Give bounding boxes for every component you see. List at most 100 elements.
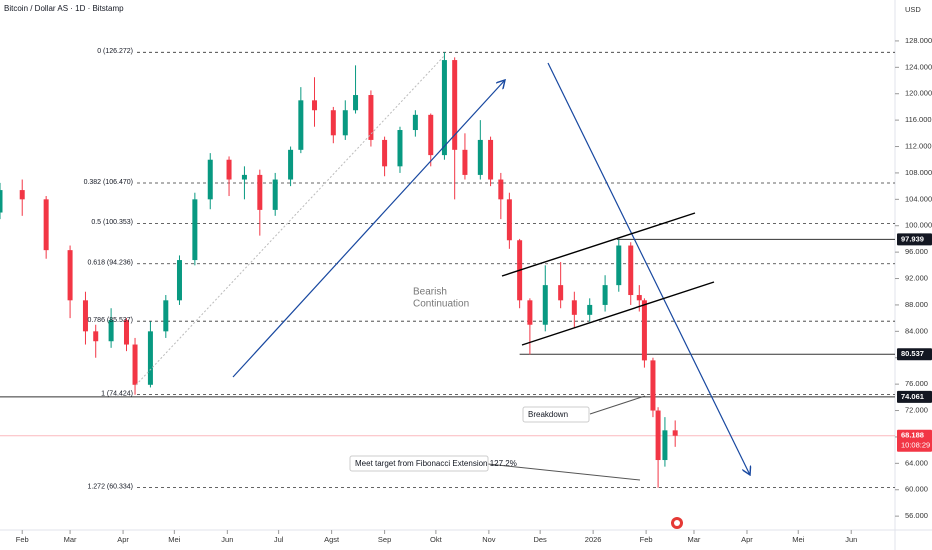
candle-body: [19, 190, 25, 200]
candle-body: [452, 60, 458, 150]
x-tick-label: Feb: [16, 535, 29, 544]
candle-body: [123, 320, 129, 345]
candle-body: [67, 250, 73, 301]
x-tick-label: Jun: [221, 535, 233, 544]
y-tick-label: 88.000: [905, 300, 928, 309]
annotation: Breakdown: [528, 410, 568, 419]
y-tick-label: 100.000: [905, 221, 932, 230]
candle-body: [428, 114, 434, 156]
candle-body: [226, 159, 232, 180]
annotation: Continuation: [413, 299, 469, 310]
callout-box: [522, 406, 590, 423]
fib-label: 0.382 (106.470): [84, 179, 133, 186]
price-marker: [897, 429, 932, 452]
candle-body: [488, 139, 494, 180]
fib-label: 1.272 (60.334): [87, 483, 133, 490]
fib-label: 0.786 (85.537): [87, 317, 133, 324]
channel-line: [521, 281, 715, 346]
price-marker-label: 97.939: [901, 234, 924, 243]
y-tick-label: 120.000: [905, 89, 932, 98]
annotation: Bearish: [413, 287, 447, 298]
candle-body: [587, 304, 593, 315]
candle-body: [441, 60, 447, 156]
x-tick-label: Okt: [430, 535, 443, 544]
candle-body: [558, 285, 564, 301]
price-marker-label: 80.537: [901, 349, 924, 358]
candle-body: [163, 300, 169, 332]
y-tick-label: 64.000: [905, 458, 928, 467]
candle-body: [257, 174, 263, 210]
y-tick-label: 84.000: [905, 326, 928, 335]
x-tick-label: Nov: [482, 535, 496, 544]
candle-body: [506, 199, 512, 241]
candle-body: [82, 300, 88, 332]
candle-body: [241, 174, 247, 180]
candle-body: [353, 95, 359, 111]
fib-label: 0 (126.272): [97, 48, 133, 55]
price-marker-label: 68.188: [901, 431, 924, 440]
callout-box: [349, 455, 489, 472]
price-marker-label: 74.061: [901, 392, 924, 401]
candle-body: [498, 179, 504, 200]
candle-body: [298, 100, 304, 150]
candle-body: [132, 344, 138, 385]
chart-title: Bitcoin / Dollar AS · 1D · Bitstamp: [4, 4, 124, 13]
candle-body: [641, 300, 647, 361]
candle-body: [176, 260, 182, 301]
channel-line: [501, 212, 696, 277]
candle-body: [272, 179, 278, 210]
candle-body: [312, 100, 318, 111]
y-tick-label: 112.000: [905, 142, 932, 151]
callout-line: [487, 463, 641, 481]
candle-body: [616, 245, 622, 286]
countdown: 10:08:29: [901, 441, 930, 450]
candle-body: [462, 149, 468, 175]
candle-body: [397, 130, 403, 167]
drawings: Bearish Continuation Breakdown Meet targ…: [135, 54, 750, 529]
candle-body: [655, 410, 661, 461]
x-tick-label: Mei: [168, 535, 180, 544]
candle-body: [207, 159, 213, 200]
x-tick-label: Des: [533, 535, 547, 544]
candle-body: [527, 300, 533, 325]
candle-body: [636, 295, 642, 301]
candle-body: [542, 285, 548, 325]
y-tick-label: 72.000: [905, 406, 928, 415]
fib-label: 0.5 (100.353): [91, 219, 133, 226]
y-tick-label: 124.000: [905, 62, 932, 71]
x-tick-label: Jul: [274, 535, 284, 544]
trend-arrow: [547, 62, 750, 475]
candle-body: [672, 430, 678, 436]
x-tick-label: Feb: [640, 535, 653, 544]
candle-body: [43, 199, 49, 251]
candle-body: [368, 95, 374, 140]
candle-body: [650, 360, 656, 411]
y-tick-label: 108.000: [905, 168, 932, 177]
candle-body: [288, 149, 294, 180]
candle-body: [602, 285, 608, 305]
x-tick-label: Agst: [324, 535, 340, 544]
plot-area: [0, 51, 895, 488]
candle-body: [382, 139, 388, 167]
y-tick-label: 104.000: [905, 194, 932, 203]
y-tick-label: 92.000: [905, 274, 928, 283]
fib-label: 1 (74.424): [101, 390, 133, 397]
candle-body: [477, 139, 483, 175]
x-tick-label: Mar: [688, 535, 701, 544]
y-tick-label: 116.000: [905, 115, 932, 124]
y-tick-label: 60.000: [905, 485, 928, 494]
price-marker: [897, 348, 932, 361]
y-tick-label: 56.000: [905, 511, 928, 520]
candle-body: [342, 110, 348, 136]
fib-label: 0.618 (94.236): [87, 260, 133, 267]
x-tick-label: Mei: [792, 535, 804, 544]
price-marker: [897, 390, 932, 403]
candle-body: [628, 245, 634, 296]
candle-body: [412, 114, 418, 131]
callout-line: [589, 395, 646, 415]
x-tick-label: 2026: [585, 535, 602, 544]
x-tick-label: Sep: [378, 535, 391, 544]
candle-body: [192, 199, 198, 261]
y-tick-label: 76.000: [905, 379, 928, 388]
